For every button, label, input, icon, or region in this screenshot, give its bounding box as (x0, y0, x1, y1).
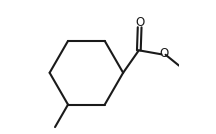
Text: O: O (135, 16, 144, 29)
Text: O: O (159, 47, 168, 60)
